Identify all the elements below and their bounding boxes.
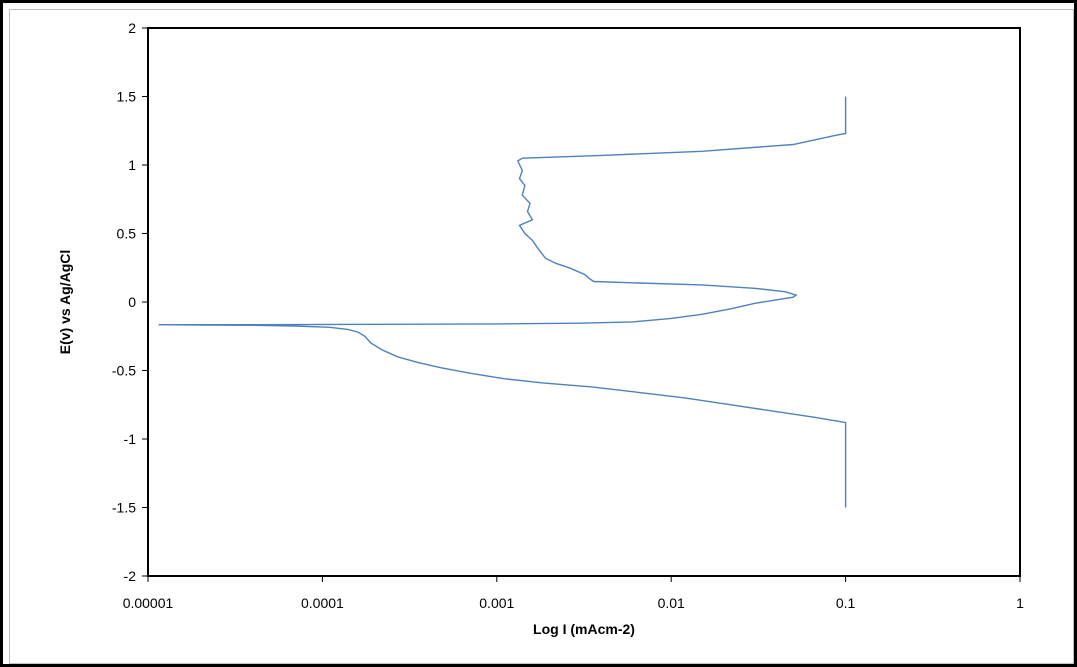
x-tick-label: 0.001	[479, 595, 514, 611]
chart-area	[9, 9, 1074, 664]
y-tick-label: 0.5	[117, 226, 137, 242]
y-tick-label: -1.5	[112, 500, 136, 516]
y-axis-ticks: 2 1.5 1 0.5 0 -0.5 -1 -1.5 -2	[112, 20, 148, 584]
y-tick-label: 1.5	[117, 89, 137, 105]
x-tick-label: 0.01	[658, 595, 685, 611]
plot-area	[147, 27, 1021, 577]
y-tick-label: -0.5	[112, 363, 136, 379]
series-line	[158, 96, 847, 508]
x-tick-label: 1	[1016, 595, 1024, 611]
y-tick-label: 2	[128, 20, 136, 36]
y-tick-label: 1	[128, 157, 136, 173]
x-tick-label: 0.0001	[301, 595, 344, 611]
x-axis-title: Log I (mAcm-2)	[533, 621, 635, 637]
x-axis-ticks: 0.00001 0.0001 0.001 0.01 0.1 1	[123, 576, 1024, 611]
y-axis-title: E(v) vs Ag/AgCl	[57, 250, 73, 355]
y-tick-label: -1	[124, 431, 137, 447]
x-tick-label: 0.1	[836, 595, 856, 611]
x-tick-label: 0.00001	[123, 595, 174, 611]
y-tick-label: -2	[124, 568, 137, 584]
y-tick-label: 0	[128, 294, 136, 310]
